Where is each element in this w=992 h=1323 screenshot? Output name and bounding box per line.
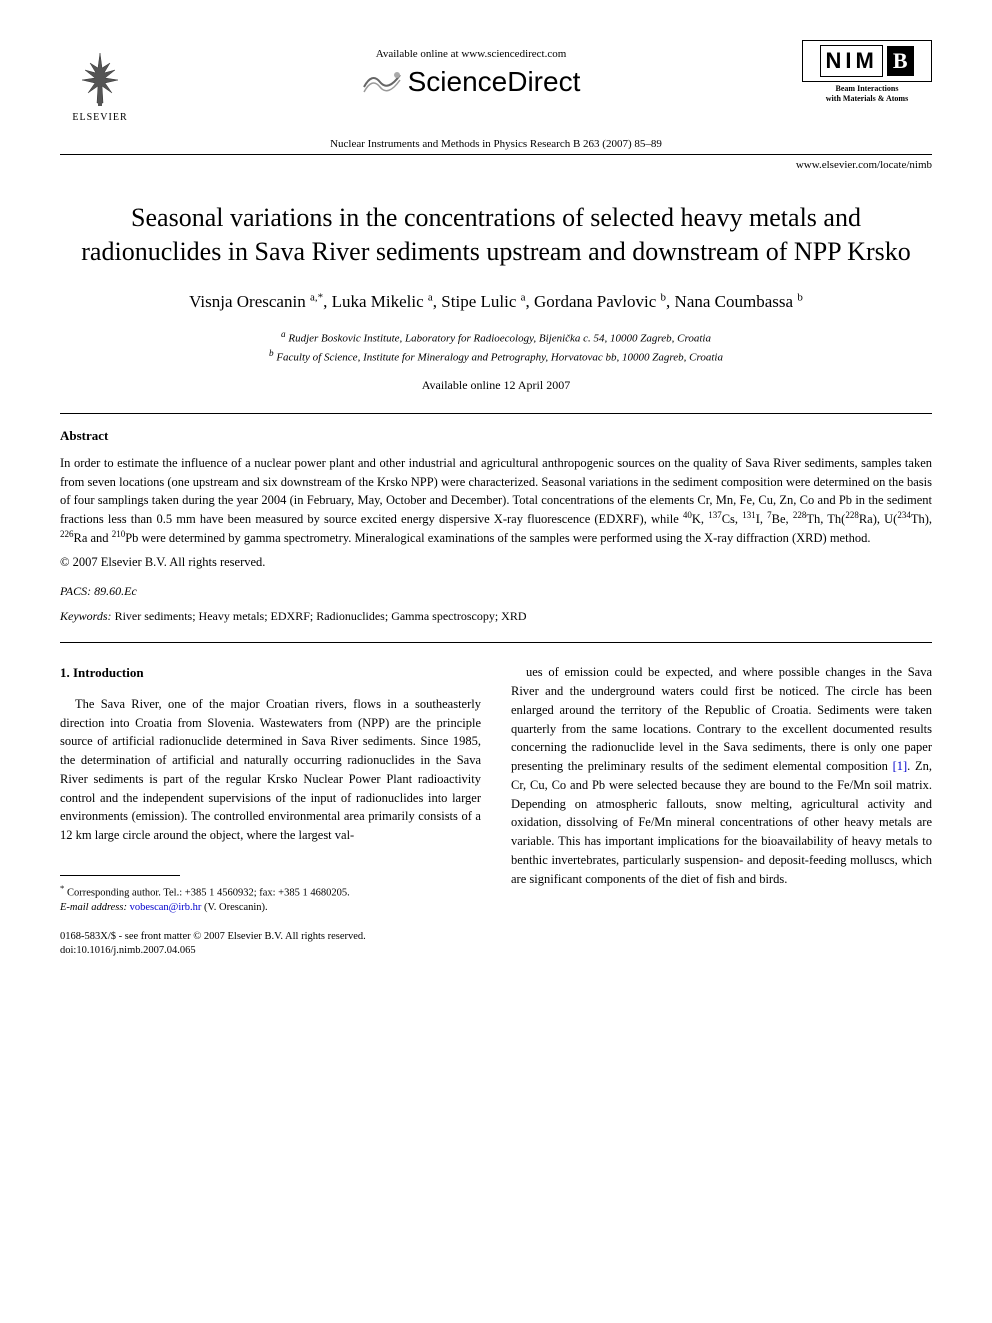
corresponding-author: * Corresponding author. Tel.: +385 1 456… — [60, 882, 481, 901]
header-row: ELSEVIER Available online at www.science… — [60, 40, 932, 130]
abstract-copyright: © 2007 Elsevier B.V. All rights reserved… — [60, 555, 932, 570]
article-title: Seasonal variations in the concentration… — [60, 201, 932, 269]
nim-box: NIM B — [802, 40, 932, 82]
introduction-heading: 1. Introduction — [60, 663, 481, 683]
abstract-text: In order to estimate the influence of a … — [60, 454, 932, 547]
intro-paragraph-col2: ues of emission could be expected, and w… — [511, 663, 932, 888]
col2-text-after-ref: . Zn, Cr, Cu, Co and Pb were selected be… — [511, 759, 932, 886]
front-matter: 0168-583X/$ - see front matter © 2007 El… — [60, 930, 481, 945]
pacs-value: 89.60.Ec — [94, 584, 137, 598]
available-online-text: Available online at www.sciencedirect.co… — [140, 48, 802, 60]
header-divider — [60, 154, 932, 155]
email-author: (V. Orescanin). — [204, 902, 268, 913]
nim-letters: NIM — [820, 45, 882, 77]
elsevier-tree-icon — [70, 48, 130, 108]
affiliation-a: a Rudjer Boskovic Institute, Laboratory … — [60, 328, 932, 347]
affiliations: a Rudjer Boskovic Institute, Laboratory … — [60, 328, 932, 366]
email-line: E-mail address: vobescan@irb.hr (V. Ores… — [60, 901, 481, 916]
right-column: ues of emission could be expected, and w… — [511, 663, 932, 959]
pacs-line: PACS: 89.60.Ec — [60, 584, 932, 599]
available-date: Available online 12 April 2007 — [60, 378, 932, 393]
elsevier-label: ELSEVIER — [72, 112, 127, 123]
body-columns: 1. Introduction The Sava River, one of t… — [60, 663, 932, 959]
email-link[interactable]: vobescan@irb.hr — [130, 902, 202, 913]
sciencedirect-logo: ScienceDirect — [362, 66, 581, 98]
journal-url: www.elsevier.com/locate/nimb — [60, 159, 932, 171]
left-column: 1. Introduction The Sava River, one of t… — [60, 663, 481, 959]
nim-subtitle-line2: with Materials & Atoms — [802, 94, 932, 104]
affiliation-b: b Faculty of Science, Institute for Mine… — [60, 347, 932, 366]
footnote-block: * Corresponding author. Tel.: +385 1 456… — [60, 882, 481, 916]
elsevier-logo: ELSEVIER — [60, 40, 140, 130]
reference-link-1[interactable]: [1] — [893, 759, 908, 773]
intro-paragraph-col1: The Sava River, one of the major Croatia… — [60, 695, 481, 845]
col2-text-before-ref: ues of emission could be expected, and w… — [511, 665, 932, 773]
abstract-heading: Abstract — [60, 428, 932, 444]
footnote-rule — [60, 875, 180, 876]
doi: doi:10.1016/j.nimb.2007.04.065 — [60, 944, 481, 959]
authors-list: Visnja Orescanin a,*, Luka Mikelic a, St… — [60, 289, 932, 315]
sciencedirect-wave-icon — [362, 67, 402, 97]
center-header: Available online at www.sciencedirect.co… — [140, 40, 802, 102]
journal-reference: Nuclear Instruments and Methods in Physi… — [60, 138, 932, 150]
keywords-value: River sediments; Heavy metals; EDXRF; Ra… — [115, 609, 527, 623]
keywords-line: Keywords: River sediments; Heavy metals;… — [60, 609, 932, 624]
nim-subtitle-line1: Beam Interactions — [802, 84, 932, 94]
abstract-bottom-divider — [60, 642, 932, 643]
nim-b-badge: B — [887, 46, 914, 76]
email-label: E-mail address: — [60, 902, 127, 913]
abstract-top-divider — [60, 413, 932, 414]
keywords-label: Keywords: — [60, 609, 112, 623]
nim-logo: NIM B Beam Interactions with Materials &… — [802, 40, 932, 103]
pacs-label: PACS: — [60, 584, 91, 598]
sciencedirect-label: ScienceDirect — [408, 66, 581, 98]
footer-info: 0168-583X/$ - see front matter © 2007 El… — [60, 930, 481, 959]
